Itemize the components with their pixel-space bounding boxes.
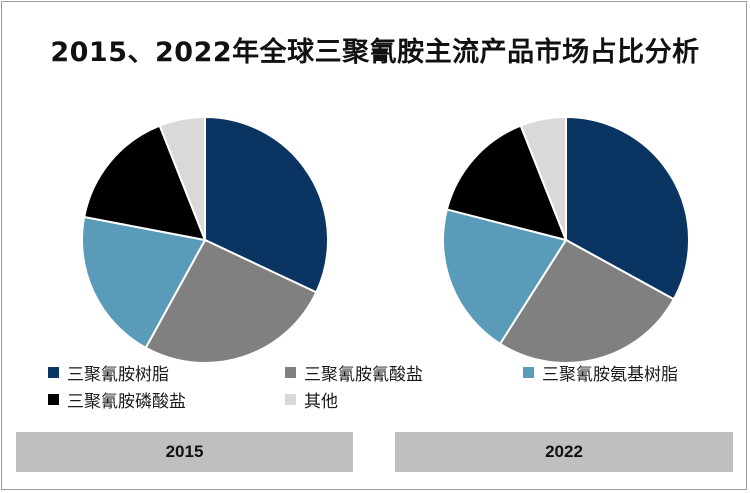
pie-slice-2022-amino-resin xyxy=(442,208,568,346)
pie-slice-2015-resin xyxy=(204,115,329,294)
legend-swatch-amino-resin xyxy=(523,367,534,378)
pie-chart-2022 xyxy=(442,115,690,364)
legend-swatch-cyanurate xyxy=(285,367,296,378)
legend-item-cyanurate: 三聚氰胺氰酸盐 xyxy=(285,360,423,385)
legend-label-resin: 三聚氰胺树脂 xyxy=(67,365,169,385)
legend-label-phosphate: 三聚氰胺磷酸盐 xyxy=(67,392,186,412)
pie-slice-2015-amino-resin xyxy=(81,215,207,350)
pie-chart-2015 xyxy=(81,115,329,364)
year-label-2022: 2022 xyxy=(395,432,733,472)
legend-swatch-other xyxy=(285,394,296,405)
legend-swatch-phosphate xyxy=(48,394,59,405)
legend-item-amino-resin: 三聚氰胺氨基树脂 xyxy=(523,360,678,385)
legend-label-amino-resin: 三聚氰胺氨基树脂 xyxy=(542,365,678,385)
legend-label-other: 其他 xyxy=(304,392,338,412)
year-label-2022-text: 2022 xyxy=(545,442,583,461)
pie-slice-2022-cyanurate xyxy=(498,238,676,364)
pie-slice-2022-other xyxy=(519,115,567,241)
legend-item-other: 其他 xyxy=(285,387,338,412)
legend-item-phosphate: 三聚氰胺磷酸盐 xyxy=(48,387,186,412)
pie-slice-2015-phosphate xyxy=(83,124,207,242)
legend: 三聚氰胺树脂 三聚氰胺氰酸盐 三聚氰胺氨基树脂 三聚氰胺磷酸盐 其他 xyxy=(40,360,740,420)
year-label-2015: 2015 xyxy=(16,432,353,472)
legend-item-resin: 三聚氰胺树脂 xyxy=(48,360,169,385)
pie-slice-2022-resin xyxy=(565,115,690,301)
chart-title: 2015、2022年全球三聚氰胺主流产品市场占比分析 xyxy=(50,37,700,68)
pie-slice-2015-other xyxy=(158,115,206,241)
year-label-2015-text: 2015 xyxy=(165,442,204,461)
pie-slice-2022-phosphate xyxy=(445,124,568,242)
legend-swatch-resin xyxy=(48,367,59,378)
legend-label-cyanurate: 三聚氰胺氰酸盐 xyxy=(304,365,423,385)
